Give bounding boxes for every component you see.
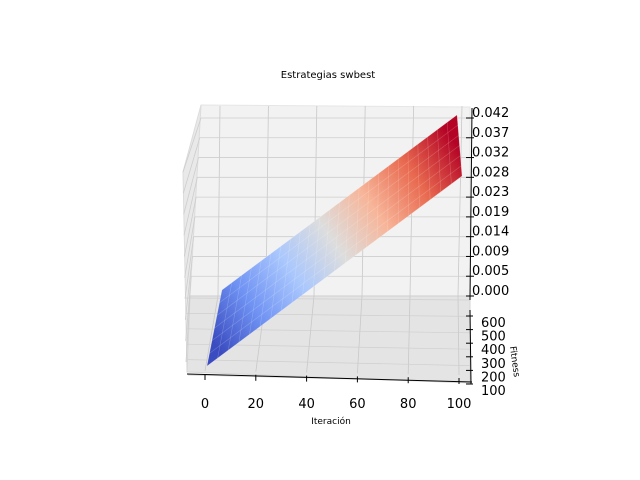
x-axis-label: Iteración (311, 416, 351, 427)
z-grid-left-0.000 (185, 295, 191, 363)
x-tick-label: 40 (298, 397, 315, 412)
y-grid-200 (187, 359, 471, 366)
surface-mesh-line (446, 122, 452, 184)
z-tick-label: 0.042 (472, 106, 509, 121)
x-tick-label: 0 (201, 397, 209, 412)
surface-mesh-line (312, 217, 321, 287)
surface-mesh-line (211, 155, 461, 341)
surface-plot (206, 114, 463, 367)
x-grid-floor-60 (357, 295, 363, 374)
surface-mesh-line (427, 136, 431, 200)
surface-mesh-line (302, 224, 311, 295)
surface-mesh-line (417, 144, 420, 208)
x-tick-label: 20 (248, 397, 265, 412)
z-grid-left-0.042 (182, 117, 202, 173)
x-grid-floor-0 (204, 295, 219, 372)
y-axis-label: Fitness (507, 346, 521, 379)
surface-mesh-line (206, 175, 463, 367)
z-grid-left-0.019 (184, 216, 196, 278)
surface-mesh-line (344, 195, 350, 264)
surface-mesh-line (221, 114, 458, 291)
z-tick-label: 0.014 (472, 225, 509, 240)
y-tick-label: 500 (481, 330, 506, 345)
z-tick-label: 0.028 (472, 165, 509, 180)
z-grid-left-0.014 (184, 236, 195, 299)
x-grid-floor-40 (306, 295, 315, 373)
surface-mesh-line (270, 246, 282, 319)
surface-mesh-line (216, 135, 459, 316)
surface-mesh-line (291, 231, 301, 303)
x-axis-line (186, 373, 473, 383)
x-grid-floor-100 (457, 295, 460, 376)
surface-mesh-line (437, 129, 442, 192)
surface-plane (207, 115, 462, 366)
y-tick-label: 600 (481, 316, 506, 331)
z-tick-label: 0.005 (472, 264, 509, 279)
x-tick-label: 60 (349, 397, 366, 412)
z-tick-label: 0.019 (472, 205, 509, 220)
x-tick-label: 80 (400, 397, 417, 412)
surface-mesh-line (387, 166, 389, 232)
surface-mesh-line (334, 202, 340, 272)
surface-mesh-line (219, 124, 459, 303)
z-tick-label: 0.023 (472, 185, 509, 200)
surface-mesh-line (209, 165, 462, 354)
surface-mesh-line (281, 238, 291, 311)
surface-mesh-line (407, 151, 410, 216)
z-grid-left-0.005 (185, 276, 192, 341)
z-grid-left-0.023 (183, 197, 197, 257)
z-tick-label: 0.037 (472, 126, 509, 141)
surface-mesh-line (249, 260, 262, 335)
z-grid-left-0.037 (182, 137, 201, 194)
x-grid-floor-80 (407, 295, 411, 375)
surface-mesh-line (376, 173, 379, 240)
surface-mesh-line (456, 114, 463, 177)
surface-mesh-line (206, 289, 223, 367)
surface-mesh-line (355, 187, 360, 256)
surface-mesh-line (238, 268, 252, 343)
z-grid-left-0.028 (183, 177, 198, 236)
y-tick-label: 100 (481, 384, 506, 399)
z-axis-line (469, 107, 473, 301)
z-grid-left-0.032 (183, 157, 199, 215)
axes: 0 20 40 60 80 1001002003004005006000.0000.005… (186, 106, 509, 412)
surface-mesh-line (227, 275, 242, 351)
y-tick-label: 300 (481, 357, 506, 372)
z-tick-label: 0.000 (472, 284, 509, 299)
y-tick-label: 400 (481, 343, 506, 358)
z-tick-label: 0.009 (472, 244, 509, 259)
surface-mesh-line (214, 145, 460, 329)
surface-mesh-line (323, 209, 331, 279)
chart-title: Estrategias swbest (281, 70, 376, 81)
y-tick-label: 200 (481, 370, 506, 385)
z-grid-left-0.009 (184, 256, 193, 320)
surface-mesh-line (259, 253, 272, 327)
y-axis-line (469, 309, 472, 385)
surface-mesh-line (217, 282, 233, 359)
x-tick-label: 100 (447, 397, 472, 412)
z-tick-label: 0.032 (472, 146, 509, 161)
surface-mesh-line (366, 180, 370, 248)
